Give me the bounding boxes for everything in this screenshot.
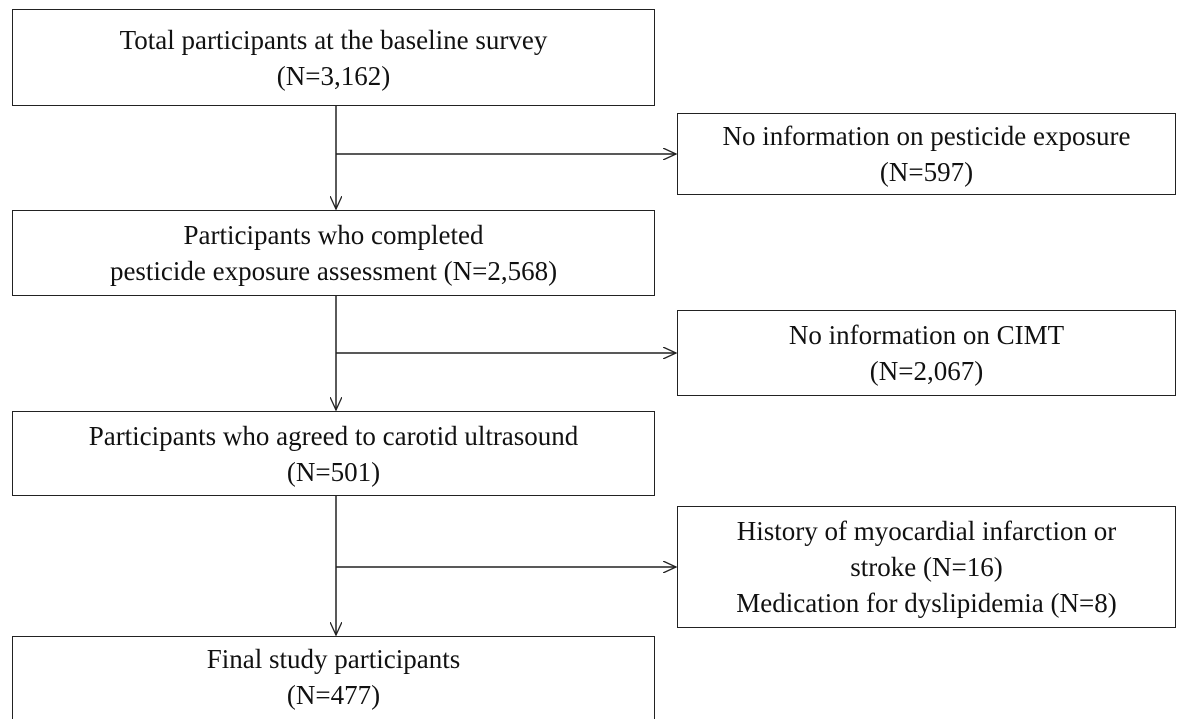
node-text: (N=2,067) <box>869 356 984 386</box>
node-box: Participants who completed pesticide expo… <box>12 210 655 296</box>
node-box: Participants who agreed to carotid ultra… <box>12 411 655 496</box>
node-text: Participants who completed <box>183 220 484 250</box>
node-text: Participants who agreed to carotid ultra… <box>88 420 579 451</box>
node-text: (N=597) <box>879 157 974 187</box>
node-text: No information on pesticide exposure <box>722 121 1131 151</box>
node-text: Medication for dyslipidemia (N=8) <box>736 588 1117 618</box>
node-box: No information on CIMT (N=2,067) <box>677 310 1176 396</box>
node-text: (N=477) <box>286 680 381 710</box>
node-text: (N=501) <box>286 456 381 487</box>
node-text: No information on CIMT <box>788 320 1065 350</box>
node-text: stroke (N=16) <box>850 552 1003 582</box>
node-box: History of myocardial infarction or strok… <box>677 506 1176 628</box>
node-text: Total participants at the baseline surve… <box>119 24 548 55</box>
node-text: History of myocardial infarction or <box>736 516 1117 546</box>
node-box: Total participants at the baseline surve… <box>12 9 655 106</box>
node-box: No information on pesticide exposure (N=5… <box>677 113 1176 195</box>
node-box: Final study participants (N=477) <box>12 636 655 719</box>
node-text: pesticide exposure assessment (N=2,568) <box>109 256 558 286</box>
node-text: (N=3,162) <box>276 60 391 91</box>
node-text: Final study participants <box>206 644 461 674</box>
